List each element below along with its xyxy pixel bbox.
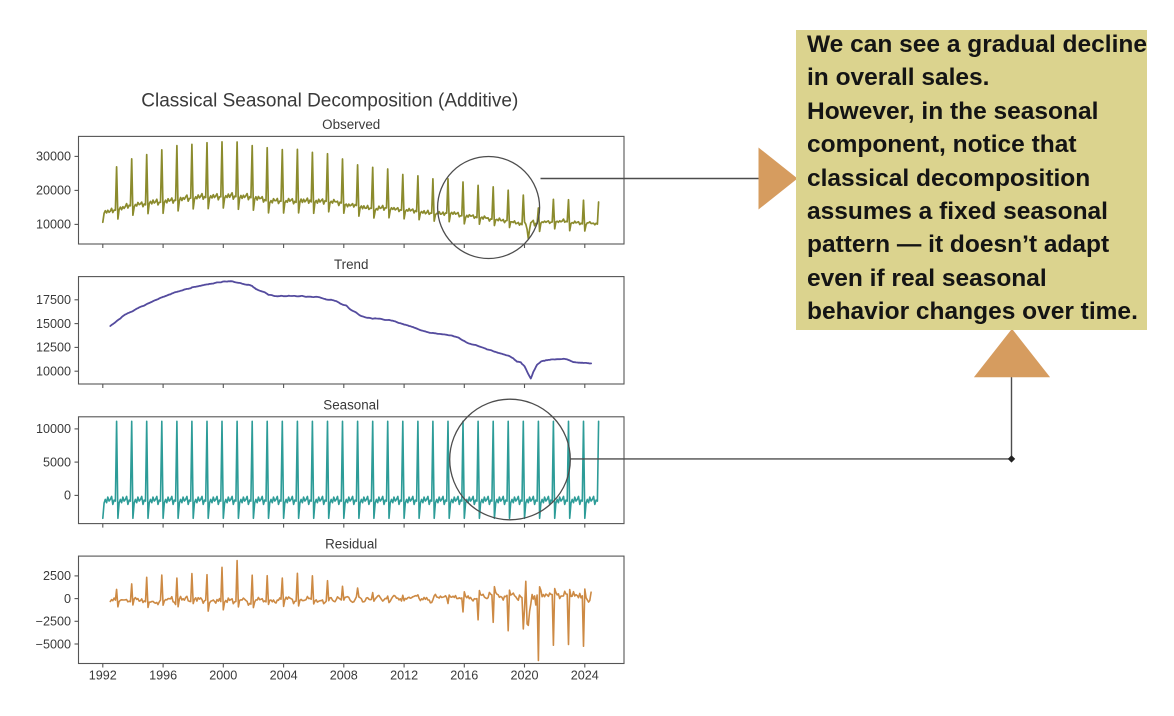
svg-text:30000: 30000 — [36, 150, 71, 164]
svg-text:2000: 2000 — [209, 669, 237, 683]
svg-text:5000: 5000 — [43, 455, 71, 469]
svg-text:1992: 1992 — [89, 669, 117, 683]
svg-text:15000: 15000 — [36, 317, 71, 331]
svg-text:−5000: −5000 — [36, 637, 71, 651]
svg-text:2012: 2012 — [390, 669, 418, 683]
svg-text:Trend: Trend — [334, 257, 368, 272]
svg-text:Residual: Residual — [325, 537, 377, 552]
svg-text:−2500: −2500 — [36, 615, 71, 629]
svg-text:17500: 17500 — [36, 293, 71, 307]
svg-text:2024: 2024 — [571, 669, 599, 683]
svg-text:0: 0 — [64, 592, 71, 606]
svg-text:2004: 2004 — [270, 669, 298, 683]
svg-text:20000: 20000 — [36, 184, 71, 198]
svg-text:0: 0 — [64, 489, 71, 503]
svg-text:Classical Seasonal Decompositi: Classical Seasonal Decomposition (Additi… — [141, 91, 518, 112]
svg-text:2500: 2500 — [43, 569, 71, 583]
svg-text:Seasonal: Seasonal — [323, 397, 379, 412]
svg-text:2016: 2016 — [450, 669, 478, 683]
svg-text:Observed: Observed — [322, 117, 380, 132]
svg-text:10000: 10000 — [36, 218, 71, 232]
svg-text:1996: 1996 — [149, 669, 177, 683]
svg-text:10000: 10000 — [36, 422, 71, 436]
svg-text:2020: 2020 — [510, 669, 538, 683]
svg-text:12500: 12500 — [36, 341, 71, 355]
svg-text:2008: 2008 — [330, 669, 358, 683]
svg-text:10000: 10000 — [36, 365, 71, 379]
